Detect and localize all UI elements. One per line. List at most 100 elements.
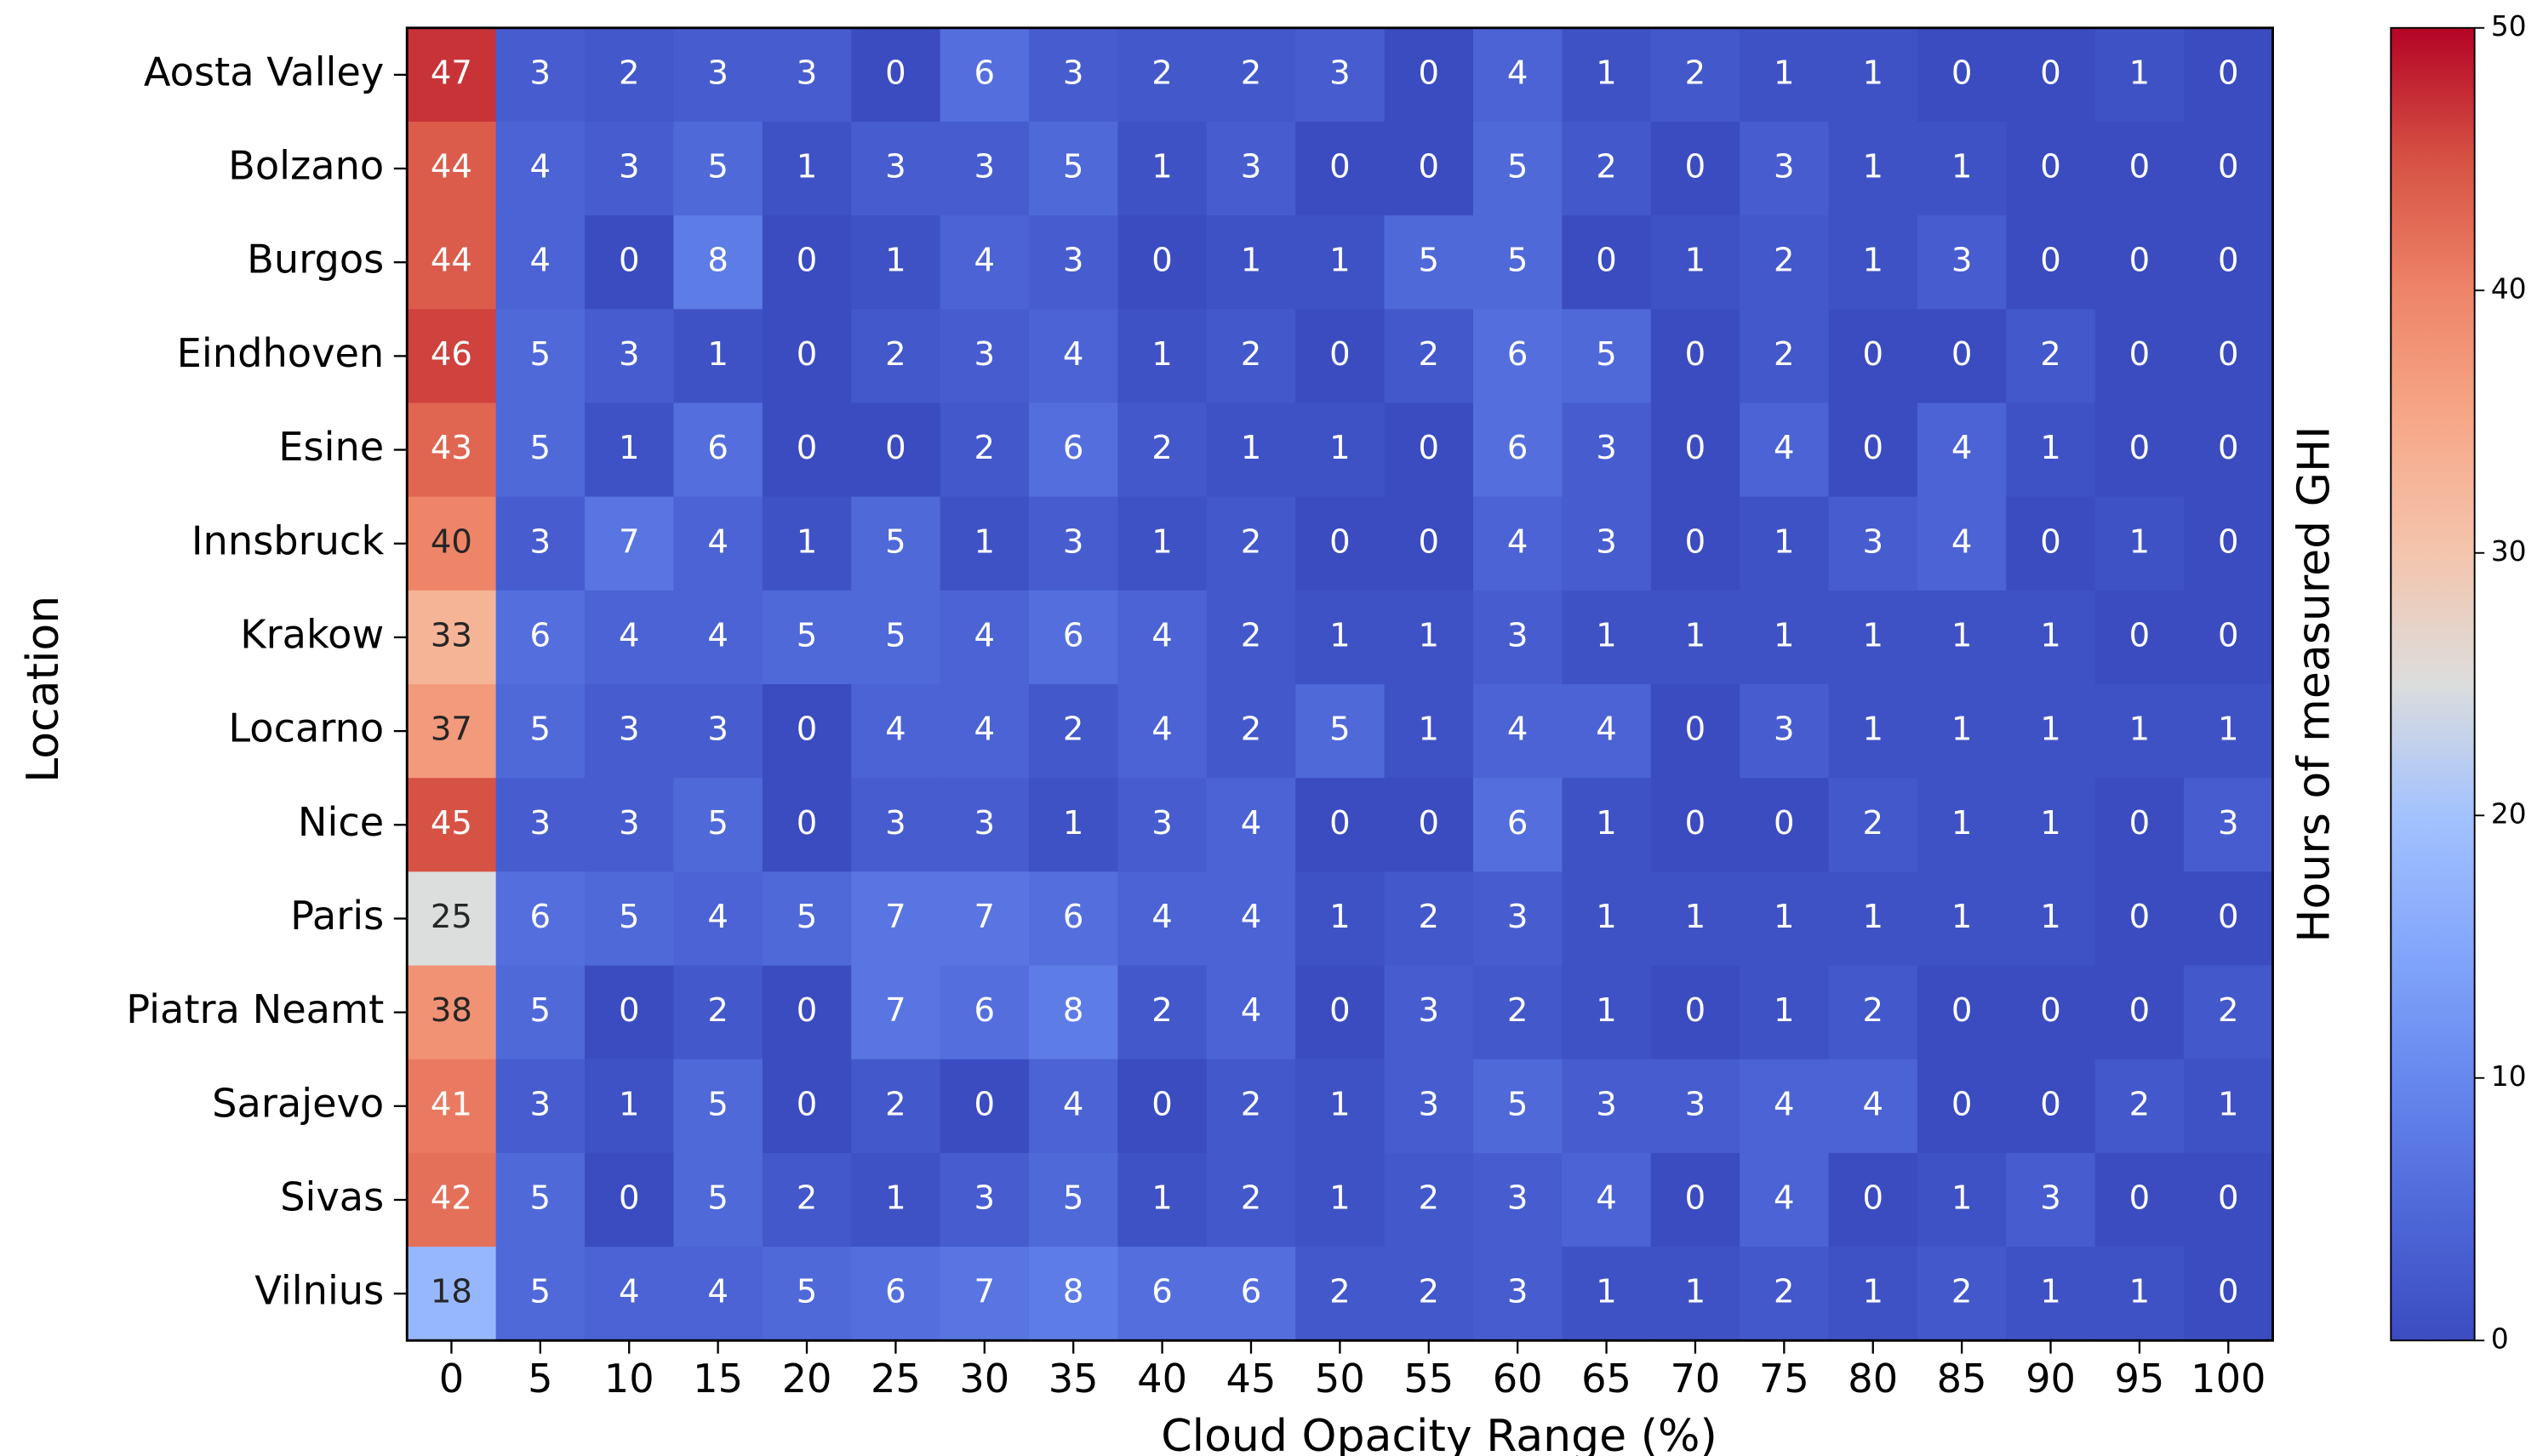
heat-cell [1650, 309, 1741, 404]
cell-label: 0 [1951, 335, 1973, 374]
cell-label: 1 [885, 242, 906, 280]
heat-cell [1384, 871, 1474, 967]
cell-label: 0 [2218, 54, 2239, 92]
heat-cell [2184, 684, 2274, 779]
heat-cell [1740, 965, 1830, 1060]
heat-cell [495, 403, 586, 498]
heat-cell [1650, 871, 1741, 967]
heat-cell [495, 778, 586, 873]
heat-cell [940, 684, 1030, 779]
cell-label: 2 [1241, 1085, 1262, 1123]
heat-cell [1295, 1059, 1386, 1154]
cell-label: 1 [2129, 522, 2151, 561]
cell-label: 4 [1063, 335, 1084, 374]
cell-label: 7 [619, 522, 640, 561]
heat-cell [851, 1059, 941, 1154]
heat-cell [585, 121, 675, 217]
cell-label: 3 [2040, 1179, 2061, 1217]
heat-cell [2094, 27, 2186, 123]
cell-label: 4 [974, 616, 996, 654]
cell-label: 1 [1329, 429, 1351, 467]
cell-label: 6 [1151, 1273, 1173, 1311]
heat-cell [762, 684, 853, 779]
heat-cell [2094, 778, 2186, 873]
cell-label: 2 [1241, 522, 1262, 561]
heat-cell [407, 1247, 497, 1342]
heat-cell [1650, 590, 1741, 685]
cell-label: 1 [974, 522, 996, 561]
heat-cell [495, 684, 586, 779]
x-tick-label: 70 [1671, 1356, 1721, 1402]
heat-cell [1384, 1247, 1474, 1342]
cell-label: 0 [2218, 429, 2239, 467]
cell-label: 0 [619, 991, 640, 1030]
cell-label: 0 [619, 1179, 640, 1217]
heat-cell [1917, 590, 2008, 685]
heat-cell [1562, 496, 1652, 591]
heat-cell [940, 1247, 1030, 1342]
heat-cell [1828, 1059, 1918, 1154]
heat-cell [2006, 496, 2096, 591]
heat-cell [673, 403, 763, 498]
x-tick-label: 50 [1315, 1356, 1365, 1402]
cell-label: 5 [797, 1273, 818, 1311]
heat-cell [1206, 1152, 1297, 1248]
heat-cell [1117, 309, 1208, 404]
cell-label: 5 [797, 616, 818, 654]
cell-label: 0 [2129, 242, 2151, 280]
cell-label: 1 [1685, 1273, 1706, 1311]
x-tick-label: 25 [871, 1356, 921, 1402]
cell-label: 7 [885, 991, 906, 1030]
y-tick-label: Burgos [247, 237, 384, 283]
cell-label: 1 [619, 429, 640, 467]
heat-cell [1206, 590, 1297, 685]
y-tick-label: Sivas [280, 1173, 384, 1219]
heat-cell [1828, 496, 1918, 591]
cell-label: 3 [1774, 711, 1795, 749]
cell-label: 1 [1596, 804, 1617, 842]
cell-label: 4 [1951, 522, 1973, 561]
x-tick-label: 5 [528, 1356, 552, 1402]
cell-label: 0 [2040, 1085, 2061, 1123]
heat-cell [1562, 215, 1652, 311]
cell-label: 2 [1241, 616, 1262, 654]
cell-label: 4 [974, 711, 996, 749]
cell-label: 6 [974, 54, 996, 92]
cell-label: 6 [974, 991, 996, 1030]
heat-cell [585, 496, 675, 591]
cell-label: 6 [530, 616, 551, 654]
heat-cell [1472, 215, 1563, 311]
heat-cell [1295, 403, 1386, 498]
heat-cell [495, 121, 586, 217]
cell-label: 4 [619, 616, 640, 654]
cell-label: 3 [2218, 804, 2239, 842]
cell-label: 3 [530, 522, 551, 561]
cell-label: 1 [1596, 54, 1617, 92]
heat-cell [762, 1059, 853, 1154]
heat-cell [1117, 496, 1208, 591]
colorbar-tick-label: 50 [2491, 10, 2527, 43]
cell-label: 2 [1241, 711, 1262, 749]
heat-cell [407, 403, 497, 498]
heat-cell [407, 1152, 497, 1248]
heat-cell [1650, 496, 1741, 591]
cell-label: 1 [1329, 242, 1351, 280]
cell-label: 2 [885, 1085, 906, 1123]
colorbar-label: Hours of measured GHI [2289, 425, 2340, 942]
cell-label: 1 [1685, 898, 1706, 936]
colorbar-tick-label: 20 [2491, 797, 2527, 830]
cell-label: 2 [1151, 54, 1173, 92]
heat-cell [2094, 403, 2186, 498]
heat-cell [585, 1247, 675, 1342]
cell-label: 1 [1951, 616, 1973, 654]
heat-cell [2184, 778, 2274, 873]
x-tick-label: 20 [782, 1356, 832, 1402]
cell-label: 0 [1951, 991, 1973, 1030]
heat-cell [1917, 1059, 2008, 1154]
colorbar-tick-label: 40 [2491, 272, 2527, 305]
cell-label: 2 [1862, 991, 1883, 1030]
cell-label: 2 [1329, 1273, 1351, 1311]
cell-label: 4 [1241, 804, 1262, 842]
heat-cell [851, 215, 941, 311]
cell-label: 3 [1596, 1085, 1617, 1123]
